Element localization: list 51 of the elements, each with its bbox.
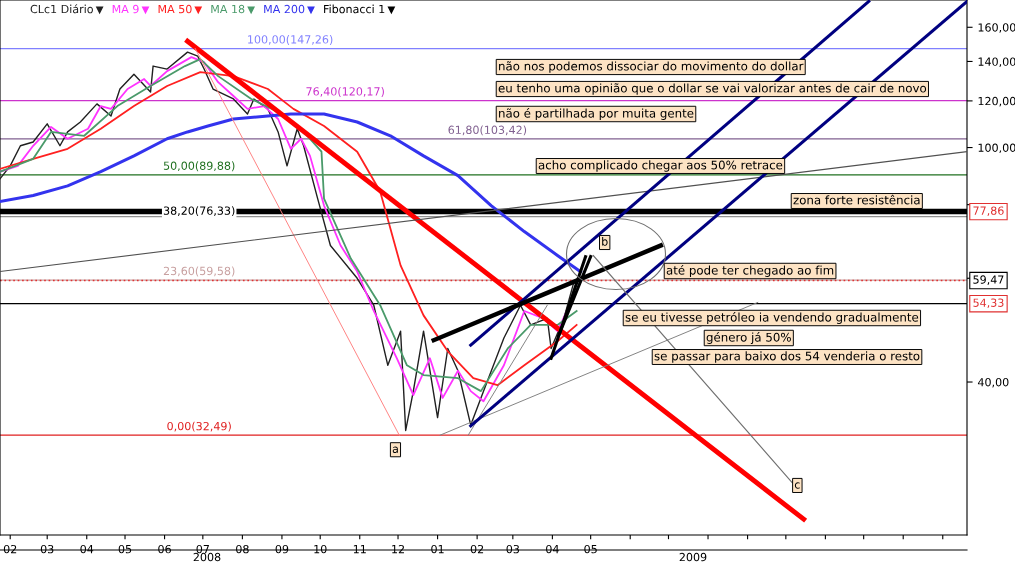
x-tick-label: 07 (196, 544, 209, 554)
annotation: a (392, 446, 398, 453)
annotation: Fibonacci 1 (324, 4, 385, 14)
legend-label: MA 200 (264, 4, 305, 14)
annotation: c (794, 482, 800, 489)
annotation: até pode ter chegado ao fim (666, 265, 834, 277)
ref-line-label: 61,80(103,42) (448, 125, 527, 136)
legend-label: MA 18 (211, 4, 245, 14)
x-tick-label: 06 (158, 544, 171, 554)
ref-line-label: 23,60(59,58) (163, 266, 235, 277)
x-tick-label: 03 (40, 544, 54, 554)
x-tick-label: 02 (470, 544, 484, 554)
annotation: acho complicado chegar aos 50% retrace (538, 160, 783, 172)
annotation: eu tenho uma opinião que o dollar se vai valorizar antes de cair de novo (498, 83, 927, 95)
x-tick-label: 04 (546, 544, 559, 554)
y-tick-label: 140,00 (978, 57, 1015, 67)
ref-line-label: 38,20(76,33) (163, 206, 235, 217)
ref-line-label: 0,00(32,49) (167, 421, 231, 432)
ref-line-label: 59,47 (973, 275, 1004, 285)
annotation: género já 50% (706, 332, 791, 344)
legend-label: CLc1 Diário (30, 4, 93, 14)
y-tick-label: 120,00 (978, 96, 1015, 107)
y-tick-label: 40,00 (977, 377, 1009, 388)
ref-line-label: 100,00(147,26) (248, 34, 333, 45)
x-tick-label: 10 (314, 544, 327, 554)
annotation: não é partilhada por muita gente (499, 108, 694, 120)
y-tick-label: 100,00 (978, 143, 1015, 154)
legend-label: MA 50 (158, 4, 192, 14)
annotation: se eu tivesse petróleo ia vendendo gradualmente (625, 312, 919, 324)
annotation: b (602, 237, 608, 246)
ref-line-label: 54,33 (973, 298, 1004, 309)
y-tick-label: 160,00 (978, 23, 1015, 33)
x-tick-label: 02 (3, 544, 17, 554)
ref-line-label: 77,86 (973, 206, 1004, 216)
x-tick-label: 09 (275, 544, 289, 554)
ref-line-label: 76,40(120,17) (306, 87, 384, 97)
annotation: não nos podemos dissociar do movimento do dollar (499, 61, 804, 73)
legend-label: MA 9 (112, 4, 139, 14)
text: 2008 (193, 552, 221, 562)
x-tick-label: 04 (80, 544, 94, 554)
x-tick-label: 03 (506, 544, 520, 554)
text: 2009 (679, 552, 707, 562)
x-tick-label: 11 (353, 545, 366, 554)
ref-line-label: 50,00(89,88) (163, 161, 235, 172)
annotation: zona forte resistência (793, 194, 920, 205)
x-tick-label: 05 (584, 544, 597, 554)
x-tick-label: 05 (118, 544, 132, 554)
annotation: se passar para baixo dos 54 venderia o resto (654, 351, 920, 363)
x-tick-label: 01 (431, 544, 444, 554)
x-tick-label: 08 (236, 544, 249, 554)
x-tick-label: 12 (392, 544, 404, 554)
